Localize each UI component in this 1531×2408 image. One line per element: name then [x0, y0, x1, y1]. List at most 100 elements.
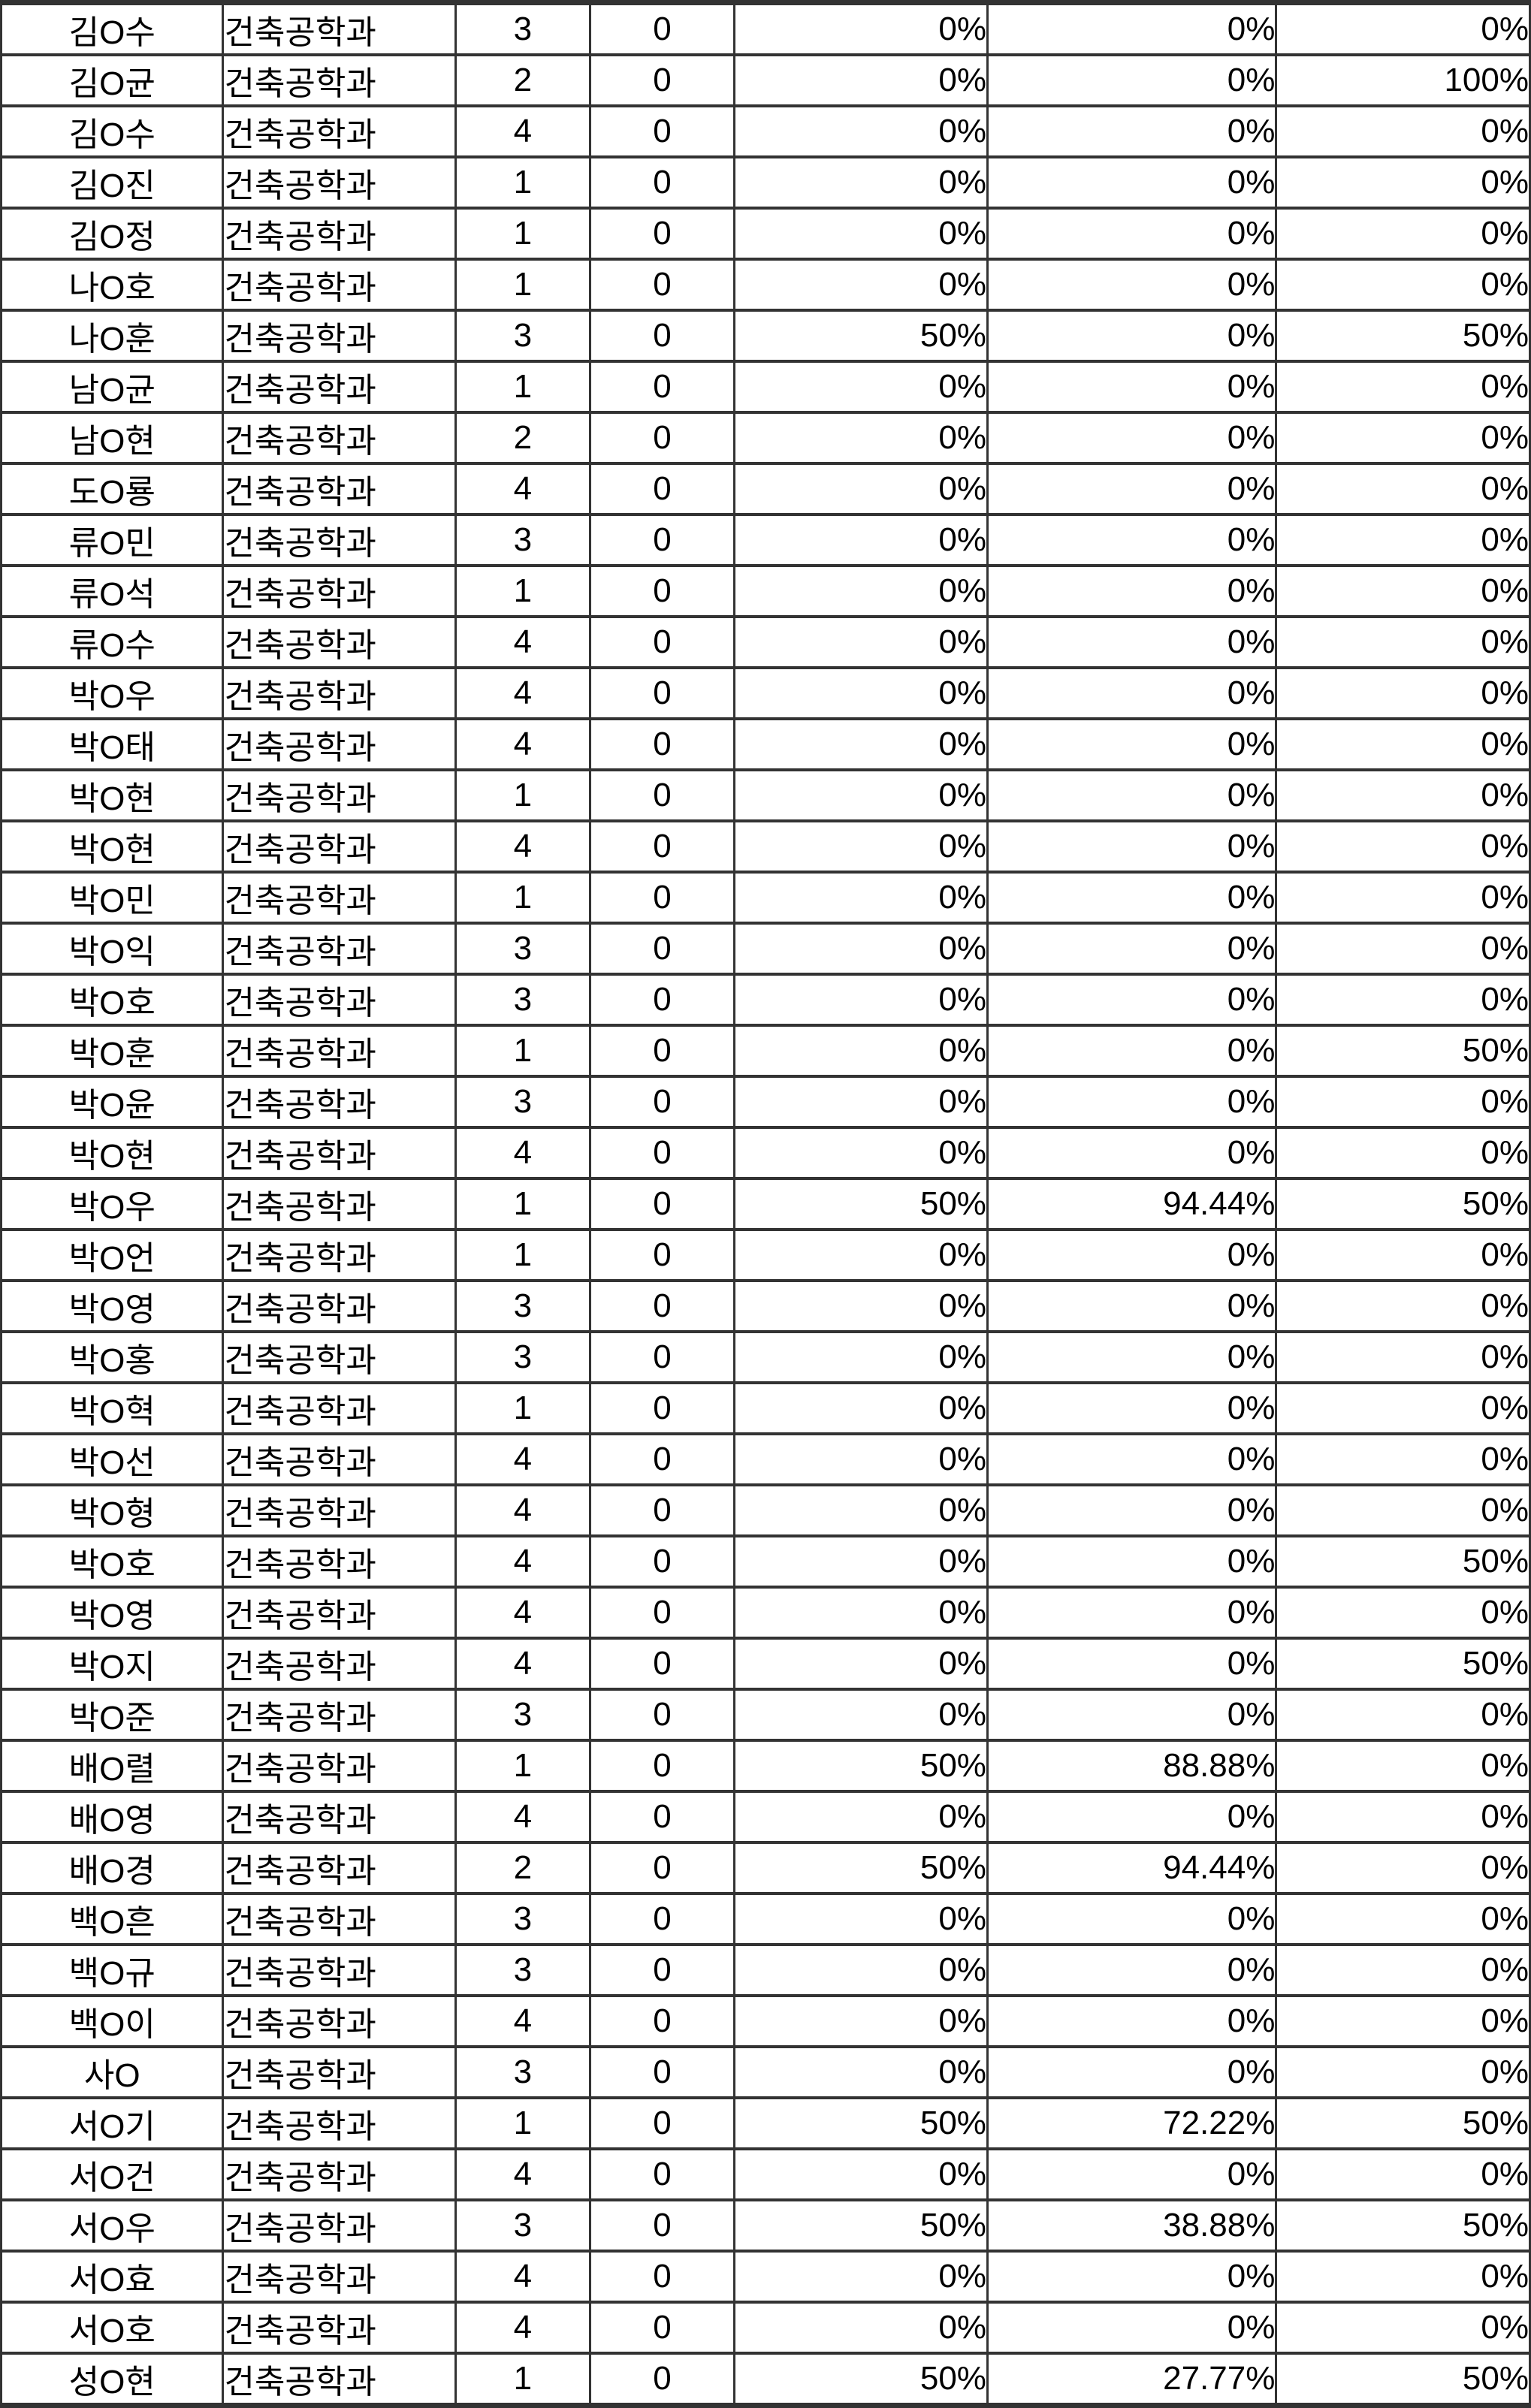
name-cell[interactable]: 박O우 [0, 1177, 225, 1231]
name-cell[interactable]: 백O흔 [0, 1892, 225, 1946]
percent-cell-1[interactable]: 50% [733, 2198, 989, 2253]
department-cell[interactable]: 건축공학과 [222, 2198, 457, 2253]
count-cell[interactable]: 0 [588, 2352, 736, 2407]
count-cell[interactable]: 0 [588, 1075, 736, 1129]
percent-cell-2[interactable]: 0% [986, 1892, 1278, 1946]
grade-cell[interactable]: 1 [454, 360, 591, 414]
count-cell[interactable]: 0 [588, 2045, 736, 2099]
percent-cell-1[interactable]: 0% [733, 1024, 989, 1078]
department-cell[interactable]: 건축공학과 [222, 1534, 457, 1589]
percent-cell-1[interactable]: 50% [733, 2352, 989, 2407]
percent-cell-2[interactable]: 38.88% [986, 2198, 1278, 2253]
name-cell[interactable]: 서O호 [0, 2301, 225, 2355]
department-cell[interactable]: 건축공학과 [222, 615, 457, 669]
percent-cell-3[interactable]: 0% [1275, 819, 1531, 874]
grade-cell[interactable]: 3 [454, 1075, 591, 1129]
percent-cell-3[interactable]: 0% [1275, 1994, 1531, 2048]
grade-cell[interactable]: 4 [454, 2301, 591, 2355]
grade-cell[interactable]: 4 [454, 666, 591, 720]
grade-cell[interactable]: 4 [454, 1432, 591, 1486]
grade-cell[interactable]: 4 [454, 1790, 591, 1844]
name-cell[interactable]: 서O기 [0, 2096, 225, 2150]
percent-cell-2[interactable]: 0% [986, 1126, 1278, 1180]
name-cell[interactable]: 류O석 [0, 564, 225, 618]
percent-cell-2[interactable]: 94.44% [986, 1841, 1278, 1895]
percent-cell-2[interactable]: 0% [986, 462, 1278, 516]
percent-cell-3[interactable]: 50% [1275, 1534, 1531, 1589]
grade-cell[interactable]: 4 [454, 462, 591, 516]
percent-cell-2[interactable]: 0% [986, 2045, 1278, 2099]
name-cell[interactable]: 서O효 [0, 2250, 225, 2304]
grade-cell[interactable]: 3 [454, 1330, 591, 1384]
department-cell[interactable]: 건축공학과 [222, 717, 457, 771]
department-cell[interactable]: 건축공학과 [222, 2250, 457, 2304]
department-cell[interactable]: 건축공학과 [222, 2352, 457, 2407]
percent-cell-3[interactable]: 0% [1275, 2045, 1531, 2099]
grade-cell[interactable]: 3 [454, 1688, 591, 1742]
name-cell[interactable]: 박O준 [0, 1688, 225, 1742]
name-cell[interactable]: 박O선 [0, 1432, 225, 1486]
percent-cell-3[interactable]: 0% [1275, 1892, 1531, 1946]
percent-cell-2[interactable]: 27.77% [986, 2352, 1278, 2407]
name-cell[interactable]: 배O렬 [0, 1739, 225, 1793]
department-cell[interactable]: 건축공학과 [222, 1432, 457, 1486]
percent-cell-2[interactable]: 0% [986, 615, 1278, 669]
department-cell[interactable]: 건축공학과 [222, 871, 457, 925]
percent-cell-2[interactable]: 0% [986, 819, 1278, 874]
department-cell[interactable]: 건축공학과 [222, 973, 457, 1027]
percent-cell-3[interactable]: 50% [1275, 1637, 1531, 1691]
percent-cell-3[interactable]: 0% [1275, 258, 1531, 312]
count-cell[interactable]: 0 [588, 1994, 736, 2048]
name-cell[interactable]: 도O룡 [0, 462, 225, 516]
percent-cell-1[interactable]: 0% [733, 2045, 989, 2099]
percent-cell-3[interactable]: 50% [1275, 1177, 1531, 1231]
percent-cell-3[interactable]: 0% [1275, 104, 1531, 158]
count-cell[interactable]: 0 [588, 360, 736, 414]
department-cell[interactable]: 건축공학과 [222, 1483, 457, 1537]
department-cell[interactable]: 건축공학과 [222, 1637, 457, 1691]
percent-cell-2[interactable]: 0% [986, 1586, 1278, 1640]
percent-cell-3[interactable]: 0% [1275, 973, 1531, 1027]
grade-cell[interactable]: 2 [454, 411, 591, 465]
percent-cell-3[interactable]: 0% [1275, 1688, 1531, 1742]
count-cell[interactable]: 0 [588, 1790, 736, 1844]
percent-cell-1[interactable]: 50% [733, 2096, 989, 2150]
name-cell[interactable]: 김O진 [0, 155, 225, 210]
count-cell[interactable]: 0 [588, 2198, 736, 2253]
department-cell[interactable]: 건축공학과 [222, 2096, 457, 2150]
percent-cell-1[interactable]: 0% [733, 1534, 989, 1589]
percent-cell-1[interactable]: 0% [733, 207, 989, 261]
percent-cell-1[interactable]: 0% [733, 1688, 989, 1742]
count-cell[interactable]: 0 [588, 1126, 736, 1180]
percent-cell-2[interactable]: 0% [986, 207, 1278, 261]
percent-cell-1[interactable]: 0% [733, 666, 989, 720]
percent-cell-3[interactable]: 0% [1275, 871, 1531, 925]
grade-cell[interactable]: 3 [454, 1279, 591, 1333]
percent-cell-2[interactable]: 0% [986, 1637, 1278, 1691]
grade-cell[interactable]: 3 [454, 2045, 591, 2099]
count-cell[interactable]: 0 [588, 2250, 736, 2304]
department-cell[interactable]: 건축공학과 [222, 922, 457, 976]
name-cell[interactable]: 김O수 [0, 1, 225, 56]
percent-cell-3[interactable]: 0% [1275, 207, 1531, 261]
percent-cell-3[interactable]: 100% [1275, 53, 1531, 107]
department-cell[interactable]: 건축공학과 [222, 309, 457, 363]
name-cell[interactable]: 김O수 [0, 104, 225, 158]
percent-cell-2[interactable]: 0% [986, 1790, 1278, 1844]
percent-cell-1[interactable]: 50% [733, 1739, 989, 1793]
percent-cell-1[interactable]: 0% [733, 1126, 989, 1180]
name-cell[interactable]: 박O훈 [0, 1024, 225, 1078]
department-cell[interactable]: 건축공학과 [222, 360, 457, 414]
percent-cell-1[interactable]: 0% [733, 1330, 989, 1384]
percent-cell-2[interactable]: 0% [986, 1381, 1278, 1435]
percent-cell-1[interactable]: 0% [733, 922, 989, 976]
department-cell[interactable]: 건축공학과 [222, 462, 457, 516]
department-cell[interactable]: 건축공학과 [222, 1739, 457, 1793]
grade-cell[interactable]: 2 [454, 53, 591, 107]
department-cell[interactable]: 건축공학과 [222, 104, 457, 158]
grade-cell[interactable]: 1 [454, 564, 591, 618]
count-cell[interactable]: 0 [588, 819, 736, 874]
percent-cell-2[interactable]: 0% [986, 666, 1278, 720]
count-cell[interactable]: 0 [588, 1534, 736, 1589]
department-cell[interactable]: 건축공학과 [222, 1279, 457, 1333]
